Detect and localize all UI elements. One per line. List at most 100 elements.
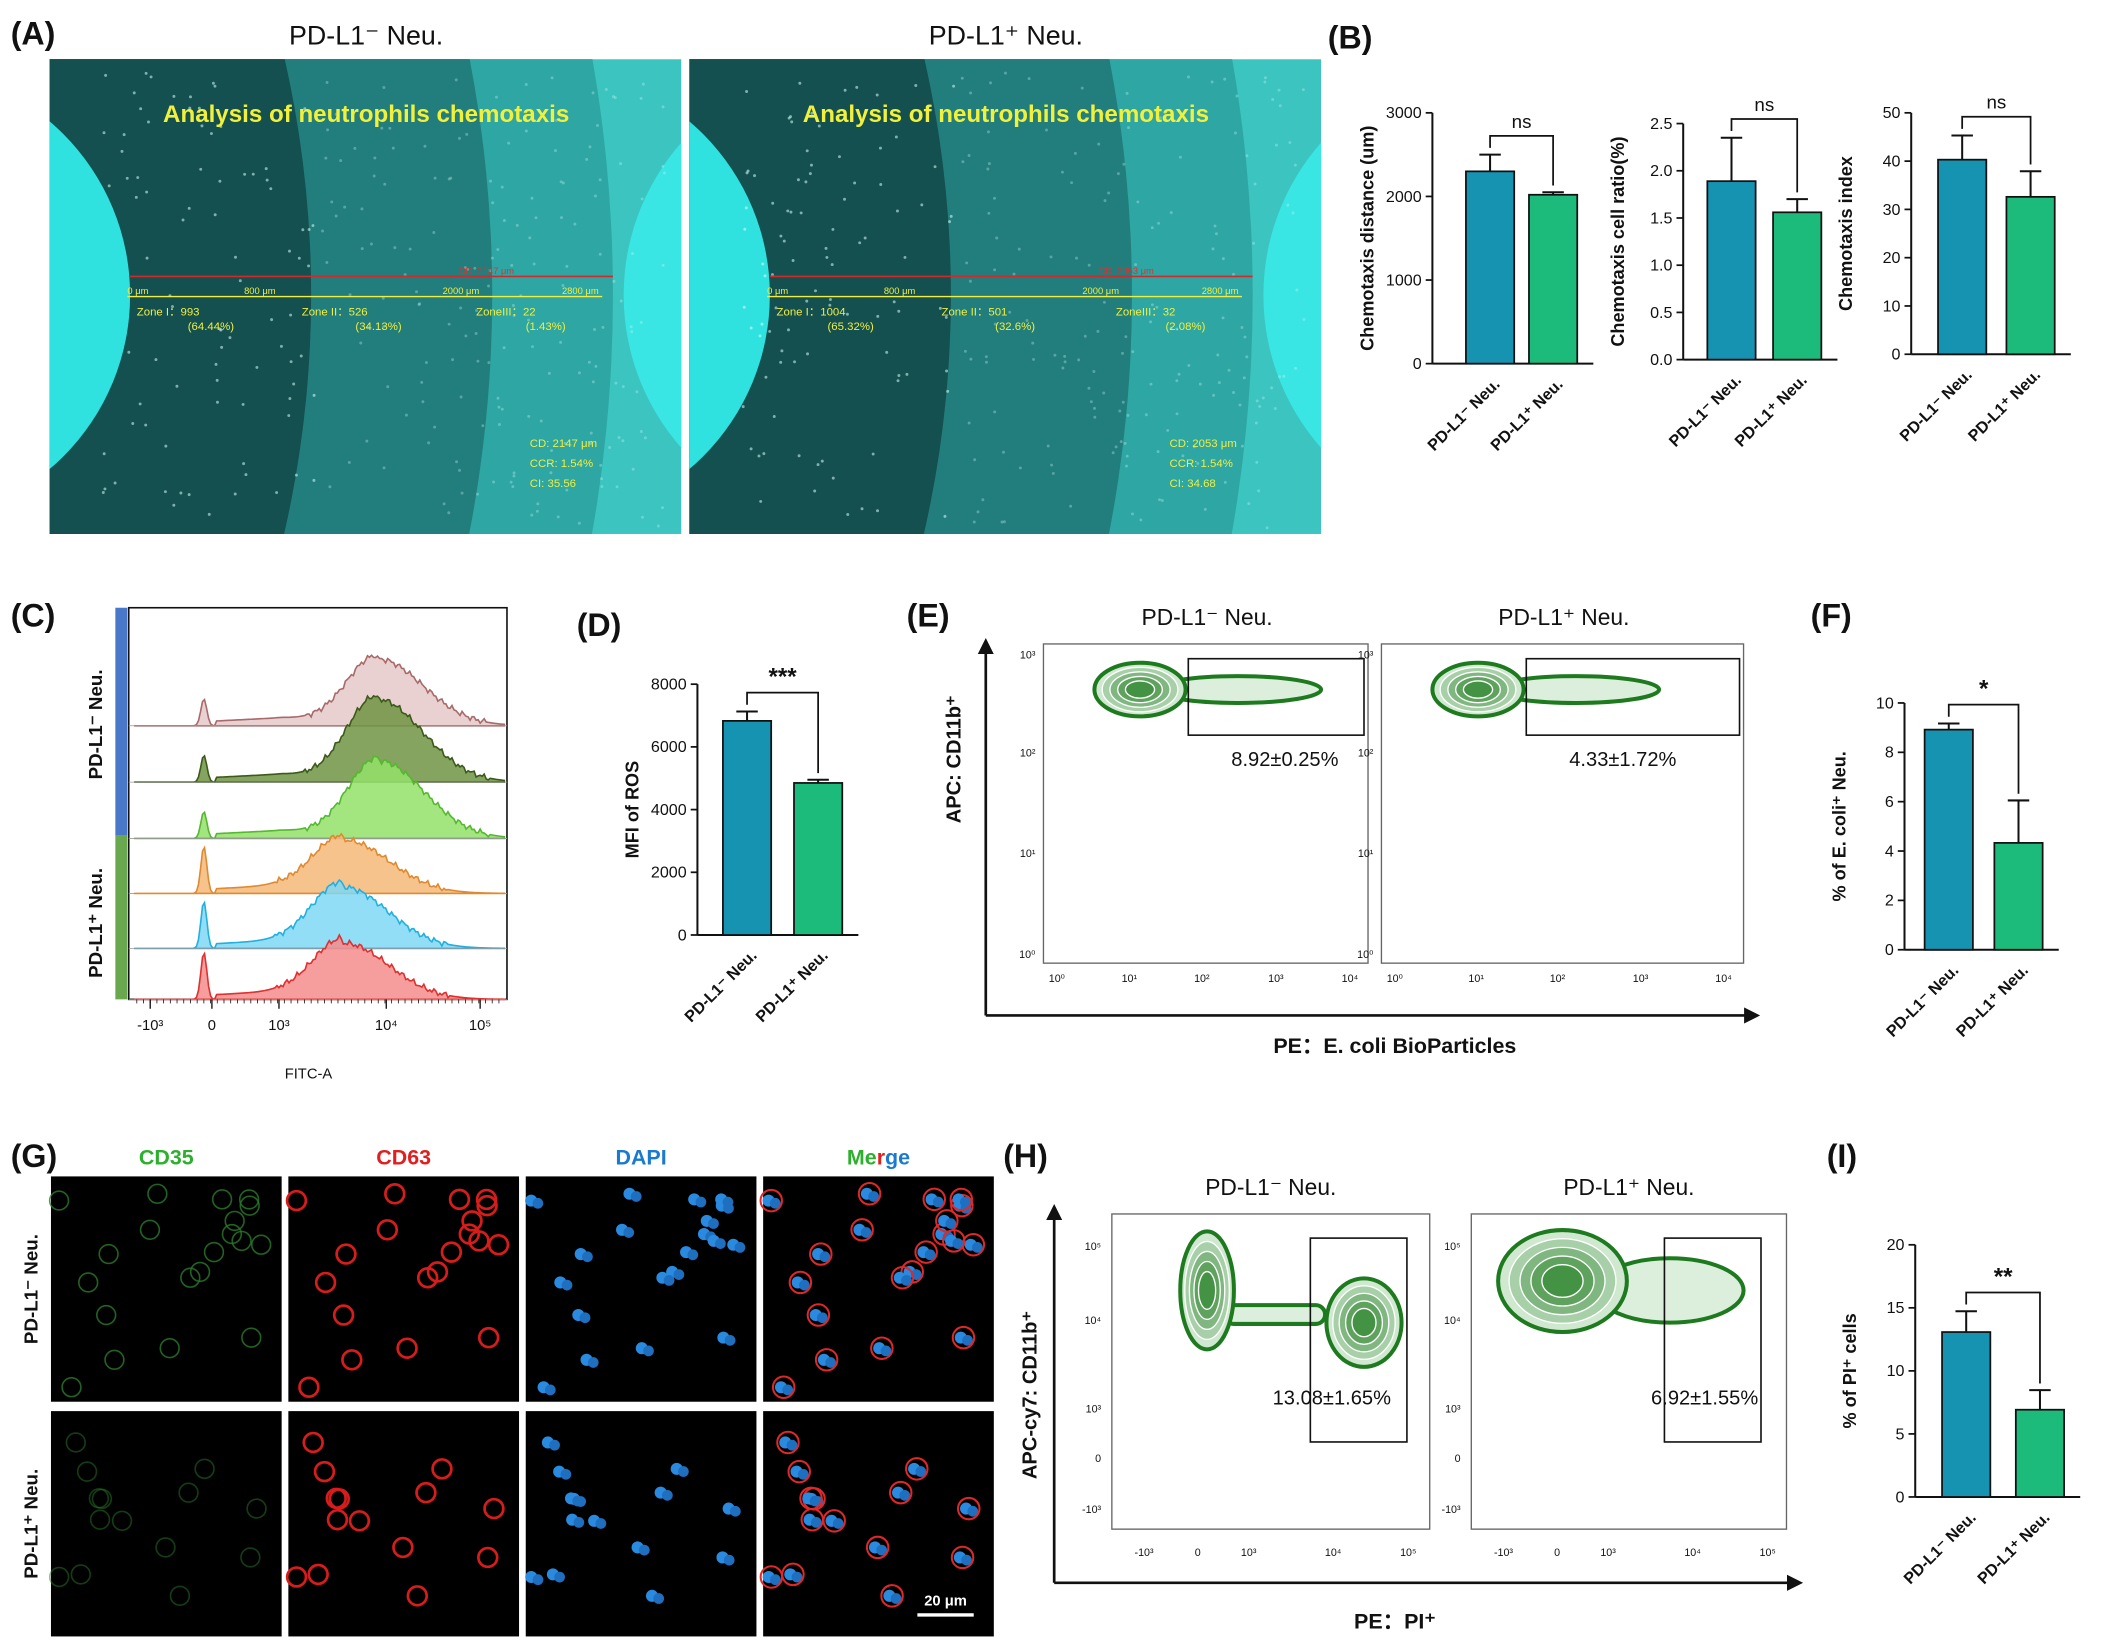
cell-dot (596, 123, 599, 127)
cell-dot (759, 499, 763, 503)
plot-frame (1470, 1213, 1788, 1530)
cell-dot (383, 182, 387, 186)
cell-dot (1012, 272, 1016, 276)
cell-dot (219, 125, 223, 129)
x-axis-label: FITC-A (285, 1066, 333, 1082)
nucleus (643, 1345, 654, 1357)
cell-dot (995, 236, 999, 240)
cell-dot (455, 460, 459, 464)
cell-dot (1119, 440, 1123, 444)
nucleus (810, 1517, 822, 1528)
group-strip (115, 607, 128, 836)
cell-dot (1046, 444, 1050, 448)
cell-dot (1017, 247, 1021, 251)
cell (238, 1189, 260, 1210)
y-tick-label: 20 (1883, 249, 1901, 267)
cell-dot (608, 445, 612, 449)
cell-dot (1131, 350, 1135, 354)
cell-rim (922, 1187, 946, 1212)
significance-bracket (1730, 118, 1799, 193)
cell-dot (805, 149, 809, 153)
cell-dot (903, 255, 907, 259)
gate-percent: 6.92±1.55% (1651, 1387, 1758, 1409)
cell-dot (1288, 141, 1292, 145)
nucleus (687, 1249, 699, 1261)
cell-dot (1253, 182, 1257, 186)
cell-dot (559, 180, 563, 184)
cell (341, 1349, 363, 1371)
cell-dot (1000, 520, 1004, 524)
cell-dot (1198, 382, 1202, 386)
image-overlay-title: Analysis of neutrophils chemotaxis (163, 101, 569, 128)
histogram-trace (134, 654, 506, 727)
cell-dot (102, 131, 106, 135)
cell (477, 1546, 499, 1569)
cell-dot (1122, 162, 1126, 166)
cell-dot (892, 300, 896, 304)
cell-dot (981, 498, 985, 502)
nucleus (549, 1439, 560, 1451)
cell-dot (589, 442, 593, 446)
cell-dot (1077, 358, 1081, 362)
cell-dot (960, 76, 964, 80)
x-tick-label: 10³ (1268, 973, 1284, 985)
ruler-label: 800 μm (884, 286, 916, 296)
cell-dot (1221, 316, 1225, 320)
y-tick-label: 0.0 (1650, 351, 1672, 369)
nucleus (952, 1238, 964, 1249)
contour (1109, 671, 1171, 708)
cell-dot (1169, 211, 1173, 215)
zone-percent: (2.08%) (1166, 321, 1206, 333)
cd-label: CD: 2147 μm (459, 266, 515, 276)
cell-dot (388, 126, 392, 130)
cell-dot (967, 421, 971, 425)
cell-dot (187, 493, 191, 497)
cell-dot (1181, 454, 1185, 458)
cell (325, 1487, 348, 1510)
cell (348, 1510, 371, 1532)
cell-dot (1282, 374, 1286, 378)
zone-count: ZoneIII：32 (1116, 306, 1176, 318)
cell-dot (107, 184, 111, 188)
y-tick-label: 1.0 (1650, 257, 1672, 275)
panel-label: (F) (1811, 598, 1852, 634)
nucleus (678, 1466, 689, 1477)
cell-dot (550, 76, 554, 80)
x-tick-label: 10² (1194, 973, 1210, 985)
cell-dot (1157, 221, 1161, 225)
nucleus (572, 1495, 584, 1507)
y-axis-label: Chemotaxis index (1836, 156, 1856, 311)
cell (461, 1210, 483, 1232)
cell-dot (587, 360, 591, 364)
nucleus (715, 1238, 726, 1249)
cell-dot (805, 299, 809, 303)
cell-dot (209, 132, 213, 136)
cell-dot (1302, 317, 1306, 321)
cell-dot (986, 130, 990, 134)
nucleus (724, 1334, 736, 1346)
cell (224, 1210, 245, 1232)
cell-dot (871, 452, 875, 456)
cell-dot (863, 236, 867, 240)
y-tick-label: 15 (1887, 1299, 1905, 1317)
cell-dot (534, 216, 538, 220)
cell-dot (639, 430, 643, 433)
cell-dot (189, 95, 192, 99)
cell-dot (145, 256, 149, 260)
y-tick-label: 10⁰ (1019, 949, 1036, 961)
cell (98, 1243, 119, 1265)
cell-dot (103, 487, 107, 491)
cell-dot (944, 315, 948, 319)
y-tick-label: 3000 (1386, 104, 1422, 122)
cell (415, 1481, 437, 1504)
zone-percent: (34.13%) (355, 321, 401, 333)
cell-dot (524, 82, 528, 86)
cell (241, 1327, 262, 1348)
cell (307, 1563, 329, 1586)
nucleus (561, 1279, 573, 1291)
x-tick-label: 10⁴ (375, 1018, 398, 1034)
cell-dot (288, 249, 291, 253)
cell (104, 1349, 125, 1371)
cell-dot (1169, 326, 1173, 330)
y-tick-label: 6 (1885, 793, 1894, 811)
